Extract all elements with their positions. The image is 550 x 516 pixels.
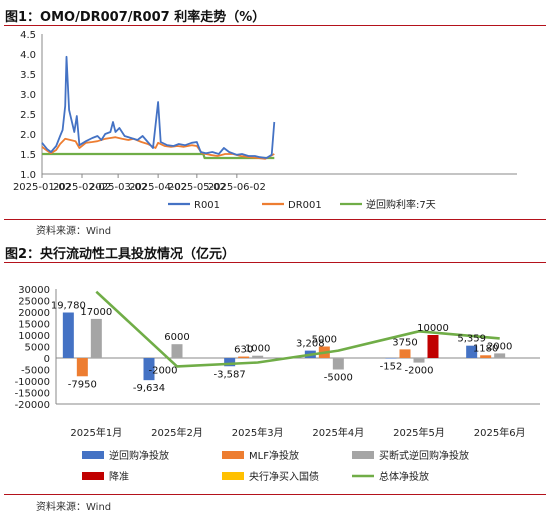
x-category-label: 2025年4月 [312,426,364,439]
chart2-title-rule [4,262,546,263]
y-tick-label: 10000 [18,331,50,342]
y-tick-label: 1.0 [20,170,36,181]
y-tick-label: -15000 [15,389,50,400]
legend-label: 逆回购利率:7天 [366,198,436,211]
legend-swatch [222,472,244,480]
bar-MLF净投放 [76,358,88,377]
y-tick-label: 3.5 [20,70,36,81]
bar-MLF净投放 [480,355,492,358]
y-tick-label: -20000 [15,400,50,411]
legend-label: 总体净投放 [379,470,429,483]
bar-买断式逆回购净投放 [90,318,102,358]
series-line-逆回购利率:7天 [42,152,275,160]
x-tick-label: 2025-06-02 [208,182,266,193]
legend-swatch [222,451,244,459]
bar-逆回购净投放 [224,358,236,367]
data-label: 630 [234,345,253,356]
y-tick-label: 3.0 [20,90,36,101]
legend-label: R001 [194,200,220,211]
bar-买断式逆回购净投放 [332,358,344,370]
bar-逆回购净投放 [385,358,397,359]
data-label: -2000 [404,366,433,377]
x-category-label: 2025年5月 [393,426,445,439]
chart1-bottom-rule [4,219,546,220]
chart1-title-rule [4,25,546,26]
y-tick-label: 0 [44,354,50,365]
legend-label: 逆回购净投放 [109,449,169,462]
chart1-title: 图1：OMO/DR007/R007 利率走势（%） [5,10,266,25]
y-tick-label: -5000 [21,366,50,377]
bar-买断式逆回购净投放 [494,353,506,358]
x-tick-label: 2025-01-02 [13,182,71,193]
chart1-rate-trend: 1.01.52.02.53.03.54.04.52025-01-022025-0… [13,30,517,211]
y-tick-label: 20000 [18,308,50,319]
y-tick-label: 15000 [18,320,50,331]
bar-MLF净投放 [399,349,411,358]
x-category-label: 2025年3月 [232,426,284,439]
legend-label: 降准 [109,470,129,483]
bar-逆回购净投放 [143,358,155,381]
data-label: -2000 [148,366,177,377]
y-tick-label: 2.5 [20,110,36,121]
data-label: -7950 [68,379,97,390]
legend-label: MLF净投放 [249,449,299,462]
x-tick-label: 2025-02-02 [53,182,111,193]
data-label: 19,780 [51,301,86,312]
data-label: 3,208 [296,339,325,350]
x-tick-label: 2025-03-02 [89,182,147,193]
y-tick-label: 4.5 [20,30,36,41]
x-tick-label: 2025-05-02 [168,182,226,193]
bar-降准 [427,335,439,358]
data-label: 1180 [473,343,498,354]
chart2-source: 资料来源：Wind [36,502,112,513]
y-tick-label: 25000 [18,297,50,308]
y-tick-label: 4.0 [20,50,36,61]
chart1-source: 资料来源：Wind [36,226,112,237]
y-tick-label: 2.0 [20,130,36,141]
y-tick-label: 5000 [25,343,50,354]
data-label: -9,634 [133,383,165,394]
legend-label: 央行净买入国债 [249,470,319,483]
legend-swatch [82,451,104,459]
y-tick-label: -10000 [15,377,50,388]
data-label: 3750 [392,337,417,348]
legend-swatch [82,472,104,480]
bar-买断式逆回购净投放 [171,344,183,358]
bar-逆回购净投放 [466,345,478,358]
chart2-title: 图2：央行流动性工具投放情况（亿元） [5,247,236,262]
legend-swatch [352,451,374,459]
data-label: 17000 [80,307,112,318]
legend-label: DR001 [288,200,322,211]
x-category-label: 2025年2月 [151,426,203,439]
data-label: -152 [380,361,403,372]
data-label: 6000 [164,332,189,343]
bar-MLF净投放 [238,356,250,358]
data-label: -3,587 [214,369,246,380]
y-tick-label: 30000 [18,285,50,296]
data-label: 10000 [417,323,449,334]
series-line-总体净投放 [95,290,500,368]
x-category-label: 2025年6月 [474,426,526,439]
data-label: 2000 [487,341,512,352]
y-tick-label: 1.5 [20,150,36,161]
chart2-bottom-rule [4,494,546,495]
bar-逆回购净投放 [62,312,74,358]
data-label: -5000 [324,373,353,384]
bar-买断式逆回购净投放 [252,355,264,358]
data-label: 5,359 [457,334,486,345]
data-label: 5000 [312,335,337,346]
series-line-R001 [41,55,276,159]
data-label: 1000 [245,344,270,355]
legend-label: 买断式逆回购净投放 [379,449,469,462]
x-category-label: 2025年1月 [70,426,122,439]
x-tick-label: 2025-04-02 [129,182,187,193]
series-line-DR001 [41,136,275,160]
bar-买断式逆回购净投放 [413,358,425,363]
